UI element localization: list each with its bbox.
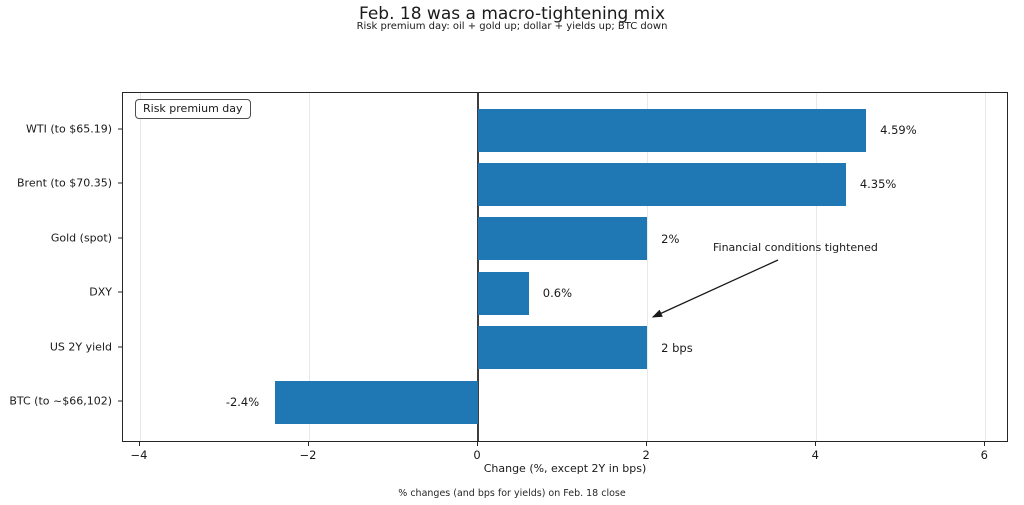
zero-axis-line <box>477 93 480 441</box>
chart-caption: % changes (and bps for yields) on Feb. 1… <box>398 488 626 499</box>
bar-value-label: 4.59% <box>880 123 917 137</box>
y-tick-label: Gold (spot) <box>50 231 112 245</box>
chart-subtitle: Risk premium day: oil + gold up; dollar … <box>356 21 668 32</box>
y-tick-mark <box>118 128 122 130</box>
x-tick-mark <box>138 442 140 446</box>
x-tick-label: 2 <box>642 448 650 462</box>
gridline <box>985 93 987 441</box>
legend-box: Risk premium day <box>135 99 251 119</box>
x-tick-mark <box>984 442 986 446</box>
bar-value-label: 2 bps <box>661 340 693 355</box>
annotation-text: Financial conditions tightened <box>713 241 878 254</box>
x-tick-label: −4 <box>130 448 148 462</box>
plot-area: Risk premium day Financial conditions ti… <box>122 92 1008 442</box>
bar-value-label: 2% <box>661 231 680 246</box>
y-tick-label: US 2Y yield <box>49 340 112 354</box>
x-tick-mark <box>815 442 817 446</box>
bar-2 <box>478 217 648 261</box>
gridline <box>647 93 649 441</box>
y-tick-mark <box>118 182 122 184</box>
gridline <box>308 93 310 441</box>
x-tick-mark <box>646 442 648 446</box>
chart-title: Feb. 18 was a macro-tightening mix <box>358 4 666 24</box>
x-tick-mark <box>477 442 479 446</box>
y-tick-mark <box>118 400 122 402</box>
bar-value-label: 0.6% <box>542 286 573 301</box>
y-tick-label: Brent (to $70.35) <box>17 176 112 190</box>
gridline <box>816 93 818 441</box>
y-tick-label: DXY <box>89 285 112 299</box>
y-tick-mark <box>118 237 122 239</box>
y-tick-label: WTI (to $65.19) <box>26 122 112 136</box>
bar-value-label: 4.35% <box>859 177 897 192</box>
y-tick-mark <box>118 291 122 293</box>
y-tick-mark <box>118 346 122 348</box>
gridline <box>139 93 141 441</box>
x-axis-label: Change (%, except 2Y in bps) <box>483 462 647 475</box>
bar-3 <box>478 271 529 315</box>
x-tick-label: −2 <box>299 448 317 462</box>
x-tick-mark <box>307 442 309 446</box>
x-tick-label: 6 <box>980 448 988 462</box>
bar-1 <box>478 162 846 206</box>
legend-label: Risk premium day <box>143 102 243 115</box>
bar-value-label: -2.4% <box>225 395 260 409</box>
x-tick-label: 4 <box>811 448 819 462</box>
x-tick-label: 0 <box>473 448 481 462</box>
bar-0 <box>478 108 867 152</box>
bar-4 <box>478 326 648 370</box>
bar-5 <box>275 380 479 424</box>
y-tick-label: BTC (to ~$66,102) <box>9 394 112 408</box>
